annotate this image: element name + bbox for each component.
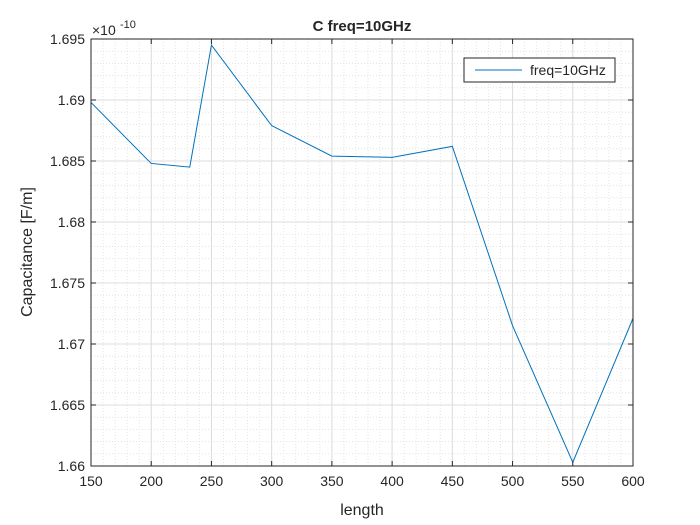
legend-entry-label: freq=10GHz <box>530 62 606 78</box>
tick-marks <box>90 38 634 467</box>
y-tick-label: 1.67 <box>58 336 85 352</box>
x-tick-label: 400 <box>380 473 404 489</box>
axis-exponent: ×10 -10 <box>92 19 136 38</box>
chart-title: C freq=10GHz <box>313 18 412 35</box>
series-layer <box>90 43 634 464</box>
exponent-power: -10 <box>120 19 136 31</box>
x-tick-label: 350 <box>320 473 344 489</box>
y-tick-label: 1.685 <box>50 153 85 169</box>
x-tick-label: 300 <box>260 473 284 489</box>
y-tick-label: 1.675 <box>50 275 85 291</box>
plot-frame <box>90 38 634 467</box>
plot-area <box>91 39 633 466</box>
legend: freq=10GHz <box>463 57 616 83</box>
exponent-base: ×10 <box>92 22 116 38</box>
x-tick-label: 600 <box>621 473 645 489</box>
y-tick-label: 1.665 <box>50 397 85 413</box>
x-tick-label: 150 <box>79 473 103 489</box>
x-tick-label: 250 <box>200 473 224 489</box>
y-tick-labels: 1.66 1.665 1.67 1.675 1.68 1.685 1.69 1.695 <box>50 31 85 474</box>
series-line <box>90 43 634 464</box>
y-tick-label: 1.695 <box>50 31 85 47</box>
x-tick-label: 550 <box>561 473 585 489</box>
x-tick-label: 500 <box>501 473 525 489</box>
x-axis-label: length <box>340 502 384 519</box>
y-tick-label: 1.66 <box>58 458 85 474</box>
y-tick-label: 1.69 <box>58 92 85 108</box>
y-axis-label: Capacitance [F/m] <box>19 187 36 317</box>
x-tick-label: 200 <box>140 473 164 489</box>
x-tick-label: 450 <box>441 473 465 489</box>
y-tick-label: 1.68 <box>58 214 85 230</box>
x-tick-labels: 150 200 250 300 350 400 450 500 550 600 <box>79 473 645 489</box>
